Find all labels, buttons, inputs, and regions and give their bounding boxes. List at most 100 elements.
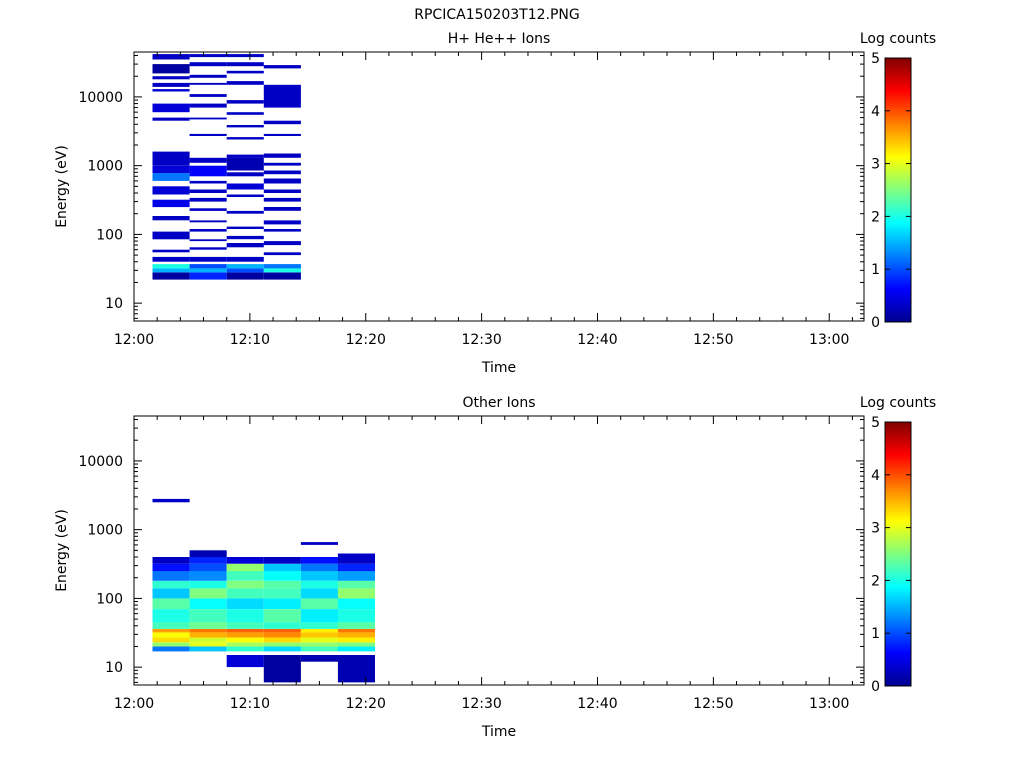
heatmap-cell — [263, 120, 301, 125]
heatmap-cell — [300, 557, 338, 564]
heatmap-cell — [152, 498, 190, 503]
heatmap-cell — [152, 117, 190, 121]
heatmap-cell — [263, 241, 301, 246]
heatmap-cell — [300, 588, 338, 599]
heatmap-cell — [152, 216, 190, 221]
colorbar-tick-label: 3 — [871, 521, 880, 537]
heatmap-cell — [226, 632, 264, 638]
panel-h-he-ions: 12:00 12:10 12:20 12:30 12:40 12:50 13:0010100… — [54, 31, 936, 376]
heatmap-cell — [300, 563, 338, 572]
heatmap-cell — [226, 268, 264, 273]
heatmap-cell — [300, 622, 338, 629]
heatmap-cell — [189, 180, 227, 184]
colorbar: Log counts 0 1 2 3 4 5 — [860, 395, 936, 695]
colorbar-gradient — [884, 421, 912, 687]
heatmap-cell — [152, 103, 190, 113]
y-tick-label: 10000 — [78, 90, 123, 106]
heatmap-cell — [189, 117, 227, 120]
heatmap-cell — [263, 655, 301, 683]
heatmap-cell — [226, 637, 264, 643]
y-axis-label: Energy (eV) — [54, 509, 70, 592]
heatmap-cell — [189, 133, 227, 136]
x-tick-label: 12:50 — [693, 332, 733, 348]
heatmap-cell — [263, 571, 301, 581]
heatmap-cell — [189, 62, 227, 67]
heatmap-cell — [152, 632, 190, 638]
heatmap-cell — [189, 229, 227, 232]
x-tick-label: 13:00 — [809, 696, 849, 712]
heatmap-cell — [300, 609, 338, 623]
heatmap-cell — [263, 264, 301, 269]
y-tick-label: 1000 — [87, 159, 123, 175]
colorbar-gradient — [884, 57, 912, 323]
heatmap-cell — [189, 642, 227, 647]
x-axis-label: Time — [481, 360, 516, 376]
heatmap-cell — [263, 252, 301, 256]
heatmap-cell — [226, 137, 264, 140]
heatmap-cell — [263, 557, 301, 564]
heatmap-cell — [337, 563, 375, 572]
x-tick-label: 12:30 — [461, 696, 501, 712]
x-tick-label: 12:40 — [577, 696, 617, 712]
heatmap-cell — [263, 133, 301, 136]
heatmap-cell — [226, 62, 264, 67]
heatmap-cell — [263, 632, 301, 638]
heatmap-cell — [226, 157, 264, 171]
y-axis-label: Energy (eV) — [54, 145, 70, 228]
heatmap-cell — [226, 609, 264, 623]
heatmap-cell — [152, 628, 190, 633]
heatmap-cell — [337, 632, 375, 638]
x-tick-label: 12:20 — [346, 696, 386, 712]
heatmap-cell — [263, 628, 301, 633]
heatmap-cell — [263, 84, 301, 108]
y-tick-label: 100 — [96, 591, 123, 607]
heatmap-cell — [226, 272, 264, 280]
heatmap-cell — [263, 272, 301, 280]
heatmap-cell — [263, 646, 301, 652]
heatmap-cell — [152, 571, 190, 581]
heatmap-cell — [337, 628, 375, 633]
heatmap-cell — [226, 70, 264, 74]
heatmap-cell — [189, 550, 227, 557]
heatmap-cell — [337, 622, 375, 629]
heatmap-cell — [189, 103, 227, 108]
heatmap-cell — [337, 646, 375, 652]
heatmap-cell — [226, 557, 264, 564]
heatmap-cell — [189, 220, 227, 223]
heatmap-cell — [152, 186, 190, 195]
heatmap-cell — [226, 563, 264, 572]
colorbar: Log counts 0 1 2 3 4 5 — [860, 31, 936, 331]
heatmap-cell — [152, 64, 190, 74]
heatmap-cell — [152, 622, 190, 629]
heatmap-cell — [337, 598, 375, 609]
heatmap-cell — [226, 54, 264, 58]
colorbar-tick-label: 2 — [871, 573, 880, 589]
x-tick-label: 12:40 — [577, 332, 617, 348]
heatmap-cell — [226, 580, 264, 589]
heatmap-cell — [152, 173, 190, 181]
x-tick-label: 12:50 — [693, 696, 733, 712]
colorbar-tick-label: 3 — [871, 157, 880, 173]
heatmap-cell — [189, 588, 227, 599]
heatmap-cell — [189, 571, 227, 581]
heatmap-cell — [226, 226, 264, 229]
heatmap-cell — [226, 100, 264, 104]
heatmap-cell — [263, 178, 301, 184]
heatmap-cell — [300, 571, 338, 581]
heatmap-cell — [226, 81, 264, 85]
heatmap-cell — [263, 65, 301, 69]
x-tick-label: 12:10 — [230, 332, 270, 348]
heatmap-cell — [152, 264, 190, 269]
x-tick-label: 12:00 — [114, 696, 154, 712]
heatmap-cell — [226, 112, 264, 115]
heatmap-cell — [189, 208, 227, 211]
heatmap-cell — [189, 609, 227, 623]
heatmap-cell — [152, 268, 190, 273]
heatmap-cells — [152, 498, 375, 683]
heatmap-cell — [189, 189, 227, 193]
heatmap-cell — [263, 598, 301, 609]
heatmap-cell — [226, 243, 264, 248]
figure-title: RPCICA150203T12.PNG — [414, 7, 579, 23]
heatmap-cell — [152, 82, 190, 87]
heatmap-cell — [189, 264, 227, 269]
